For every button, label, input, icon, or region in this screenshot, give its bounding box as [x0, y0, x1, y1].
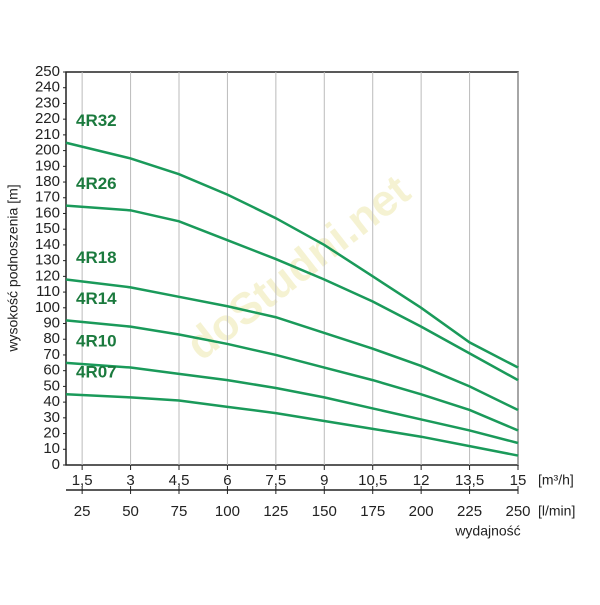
y-tick-label: 80 [43, 330, 60, 347]
x2-tick-label: 225 [457, 503, 482, 520]
y-tick-label: 230 [35, 94, 60, 111]
x2-tick-label: 75 [171, 503, 188, 520]
y-tick-label: 150 [35, 220, 60, 237]
x-tick-label: 7,5 [265, 472, 286, 489]
y-tick-label: 210 [35, 126, 60, 143]
series-label: 4R10 [76, 331, 117, 350]
y-tick-label: 110 [36, 283, 60, 300]
x-tick-label: 6 [223, 472, 231, 489]
y-axis-label: wysokość podnoszenia [m] [5, 184, 21, 352]
y-tick-label: 120 [35, 267, 60, 284]
curve [65, 361, 519, 445]
y-tick-label: 30 [43, 409, 60, 426]
series-label: 4R14 [76, 289, 117, 308]
x2-tick-label: 125 [263, 503, 288, 520]
x2-tick-label: 250 [505, 503, 530, 520]
x-tick-label: 15 [510, 472, 527, 489]
y-tick-label: 220 [35, 110, 60, 127]
curve [65, 278, 519, 412]
y-tick-label: 130 [35, 252, 60, 269]
x2-tick-label: 25 [74, 503, 91, 520]
curve [65, 141, 519, 369]
y-tick-label: 0 [52, 456, 60, 473]
curve [65, 319, 519, 432]
x-tick-label: 3 [126, 472, 134, 489]
series-label: 4R26 [76, 174, 117, 193]
x-tick-label: 9 [320, 472, 328, 489]
x2-axis-label: wydajność [454, 523, 520, 539]
curve [65, 393, 519, 457]
y-tick-label: 90 [43, 314, 60, 331]
x2-unit: [l/min] [538, 503, 575, 519]
y-tick-label: 70 [43, 346, 60, 363]
y-tick-label: 240 [35, 79, 60, 96]
x2-tick-label: 100 [215, 503, 240, 520]
y-tick-label: 140 [35, 236, 60, 253]
y-tick-label: 100 [35, 299, 60, 316]
curve [65, 204, 519, 382]
y-tick-label: 250 [35, 63, 60, 80]
x-unit: [m³/h] [538, 472, 574, 488]
x2-tick-label: 150 [312, 503, 337, 520]
x-tick-label: 4,5 [169, 472, 190, 489]
y-tick-label: 60 [43, 362, 60, 379]
y-tick-label: 20 [43, 425, 60, 442]
y-tick-label: 200 [35, 142, 60, 159]
y-tick-label: 170 [35, 189, 60, 206]
x-tick-label: 1,5 [72, 472, 93, 489]
x2-tick-label: 200 [409, 503, 434, 520]
y-tick-label: 50 [43, 377, 60, 394]
x2-tick-label: 50 [122, 503, 139, 520]
y-tick-label: 160 [35, 204, 60, 221]
x-tick-label: 10,5 [358, 472, 387, 489]
series-label: 4R07 [76, 363, 117, 382]
y-tick-label: 190 [35, 157, 60, 174]
series-label: 4R18 [76, 248, 117, 267]
y-tick-label: 40 [43, 393, 60, 410]
x-tick-label: 12 [413, 472, 430, 489]
y-tick-label: 10 [43, 440, 60, 457]
series-label: 4R32 [76, 111, 117, 130]
x2-tick-label: 175 [360, 503, 385, 520]
y-tick-label: 180 [35, 173, 60, 190]
x-tick-label: 13,5 [455, 472, 484, 489]
